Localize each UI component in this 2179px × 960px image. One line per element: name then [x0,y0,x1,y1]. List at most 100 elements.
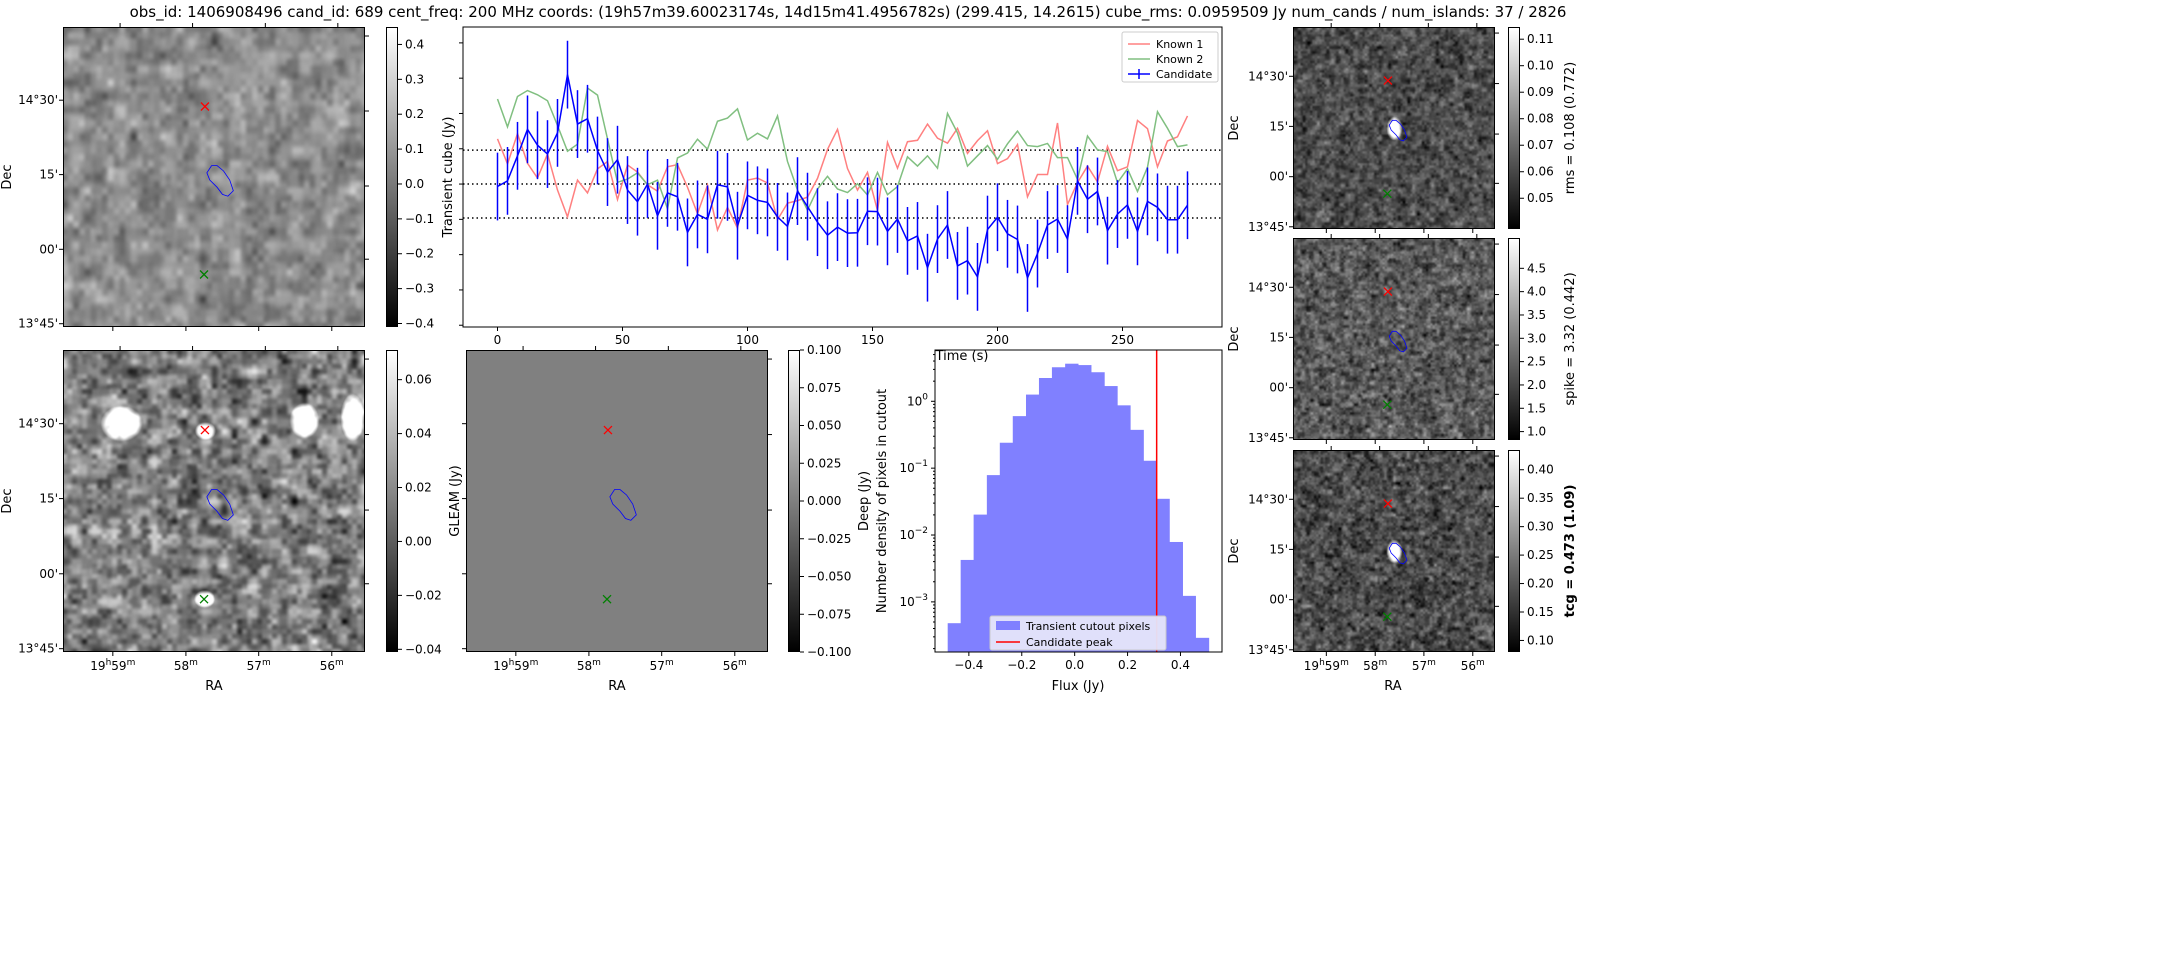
colorbar-tick-label: −0.4 [405,317,434,331]
ra-tick-label: 19h59m [493,658,538,673]
x-tick-label: −0.2 [1007,658,1036,672]
dec-tick-label: 13°45' [1248,643,1288,657]
histogram-bar [1025,394,1040,652]
histogram-frame [934,349,1223,653]
ra-tick-part: h [509,658,515,668]
dec-tick-label: 14°30' [1248,280,1288,294]
histogram-bar [999,442,1014,652]
ra-tick-part: m [738,658,747,668]
colorbar-tick-label: 3.0 [1527,331,1546,345]
ra-tick-label: 56m [723,658,747,673]
colorbar-tick-label: 0.40 [1527,463,1554,477]
tick-base: 10 [907,394,922,408]
histogram-bar [986,475,1001,652]
spike-colorbar [1508,238,1520,440]
histogram-ylabel: Number density of pixels in cutout [875,389,890,613]
ra-tick-part: 19 [493,659,508,673]
dec-tick-label: 15' [39,492,58,506]
lightcurve-frame [462,26,1223,328]
known-source-1-marker [1383,76,1393,85]
image-annotations [199,76,1408,622]
dec-tick-label: 14°30' [18,93,58,107]
colorbar-tick-label: 0.11 [1527,32,1554,46]
candidate-contour [1388,119,1408,142]
histogram-bar [1091,372,1105,652]
histogram-bar [1182,595,1196,652]
ra-tick-part: m [1476,658,1485,668]
histogram-bar [1104,386,1118,652]
colorbar-tick-label: 0.08 [1527,112,1554,126]
dec-label-spike: Dec [1227,326,1242,351]
colorbar-tick-label: 2.0 [1527,378,1546,392]
known-source-2-marker [1382,400,1392,410]
tick-exponent: 0 [922,392,928,402]
histogram-bar [1156,498,1170,652]
histogram-bar [1117,405,1131,652]
known-source-1-marker [200,425,210,435]
dec-label-rms: Dec [1227,115,1242,140]
legend-label: Transient cutout pixels [1025,620,1151,633]
colorbar-tick-label: −0.1 [405,212,434,226]
deep-colorbar [788,350,800,652]
ra-label-tcg: RA [1384,679,1402,694]
known-source-1-marker [1383,287,1393,296]
colorbar-tick-label: 0.025 [807,456,841,470]
ra-tick-label: 56m [1461,658,1485,673]
dec-tick-label: 00' [39,567,58,581]
ra-tick-part: 59 [1325,659,1340,673]
rms-colorbar-label: rms = 0.108 (0.772) [1563,62,1578,194]
known-source-2-marker [1382,612,1392,622]
histogram-bar [947,623,962,652]
histogram-bar [1195,637,1210,652]
colorbar-tick-label: 0.100 [807,343,841,357]
ra-tick-label: 58m [1363,658,1387,673]
spike-colorbar-label: spike = 3.32 (0.442) [1563,272,1578,405]
histogram-bar [1130,429,1144,652]
colorbar-tick-label: 0.06 [405,373,432,387]
x-tick-label: 50 [615,333,630,347]
gleam-colorbar [386,350,398,652]
dec-label-tcg: Dec [1227,538,1242,563]
ra-tick-part: 58 [1363,659,1378,673]
ra-tick-part: m [1427,658,1436,668]
x-tick-label: 200 [986,333,1009,347]
ra-label-gleam: RA [205,679,223,694]
rms-image [1293,27,1495,229]
tcg-colorbar-label: tcg = 0.473 (1.09) [1563,485,1578,618]
tcg-image [1293,450,1495,652]
dec-tick-label: 00' [39,242,58,256]
ra-tick-label: 57m [650,658,674,673]
histogram-bar [1038,378,1053,652]
tick-base: 10 [899,461,914,475]
histogram-bar [1078,365,1092,652]
x-tick-label: 0 [494,333,502,347]
ra-tick-part: 58 [174,659,189,673]
colorbar-tick-label: 0.09 [1527,85,1554,99]
dec-label-transient: Dec [0,164,15,189]
spike-image [1293,238,1495,440]
colorbar-tick-label: 0.06 [1527,165,1554,179]
dec-tick-label: 15' [1269,119,1288,133]
y-tick-label: 100 [907,392,928,408]
tick-base: 10 [899,595,914,609]
y-tick-label: 10−2 [899,526,928,542]
ra-tick-part: m [335,658,344,668]
known-source-2-marker [602,594,612,604]
ra-tick-part: m [592,658,601,668]
colorbar-tick-label: −0.050 [807,570,851,584]
rms-colorbar [1508,27,1520,229]
colorbar-tick-label: 1.5 [1527,401,1546,415]
known-source-1-marker [1383,499,1393,508]
y-tick-label: 10−1 [899,459,928,475]
transient-cube-image [63,27,365,327]
tick-base: 10 [899,528,914,542]
colorbar-tick-label: 0.10 [1527,59,1554,73]
ra-tick-part: 56 [723,659,738,673]
transient-colorbar-label: Transient cube (Jy) [441,117,456,239]
colorbar-tick-label: 0.30 [1527,520,1554,534]
ra-tick-part: m [665,658,674,668]
colorbar-tick-label: 3.5 [1527,308,1546,322]
colorbar-tick-label: 0.20 [1527,577,1554,591]
ra-tick-part: m [262,658,271,668]
